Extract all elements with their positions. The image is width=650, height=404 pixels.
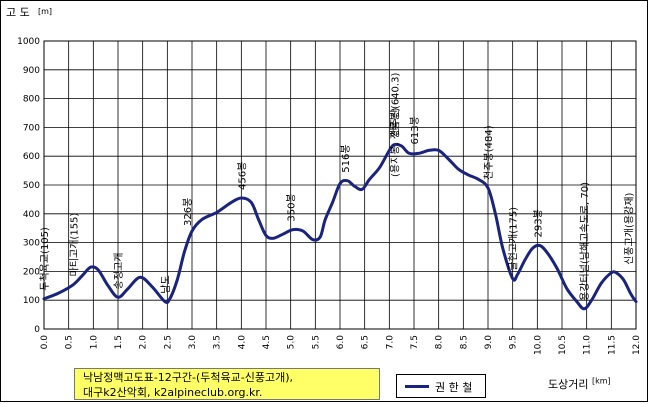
peak-annotation: (용지봉, 정룡봉): [389, 108, 401, 177]
y-tick-label: 900: [23, 66, 40, 76]
x-tick-label: 5.5: [311, 335, 321, 349]
x-tick-label: 1.0: [89, 335, 99, 350]
y-tick-label: 400: [23, 210, 40, 220]
y-tick-label: 500: [23, 181, 40, 191]
x-tick-label: 6.0: [336, 335, 346, 350]
y-tick-label: 800: [23, 95, 40, 105]
peak-annotation: 456봉: [236, 162, 248, 190]
peak-annotation: 송정고개: [113, 253, 125, 290]
x-tick-label: 0.5: [65, 335, 75, 349]
x-tick-label: 2.0: [139, 335, 149, 350]
legend-label: 권 한 철: [435, 381, 473, 394]
x-tick-label: 5.0: [287, 335, 297, 350]
x-tick-label: 10.5: [558, 335, 568, 355]
x-tick-label: 7.5: [410, 335, 420, 349]
x-tick-label: 9.0: [484, 335, 494, 350]
elevation-line: [42, 142, 638, 311]
chart-title-box: 낙남정맥고도표-12구간-(두척육교-신풍고개), 대구k2산악회, k2alp…: [74, 368, 380, 400]
y-tick-label: 0: [34, 325, 40, 335]
y-axis-unit: [m]: [38, 7, 52, 16]
x-tick-label: 1.5: [114, 335, 124, 349]
x-tick-label: 12.0: [632, 335, 642, 355]
x-tick-label: 11.5: [607, 335, 617, 355]
x-tick-label: 4.0: [237, 335, 247, 350]
peak-annotation: 천주산(640.3): [389, 73, 401, 137]
x-tick-label: 3.5: [213, 335, 223, 349]
peak-annotation: 신풍고개(용강재): [624, 193, 636, 265]
x-axis-unit: [km]: [591, 376, 611, 386]
y-tick-label: 200: [23, 267, 40, 277]
x-axis-title: 도상거리 [km]: [548, 376, 611, 392]
y-tick-label: 100: [23, 296, 40, 306]
peak-annotation: 용강터널(남해고속도로, 70): [578, 182, 591, 301]
peak-annotation: 326봉: [182, 198, 194, 226]
y-tick-label: 600: [23, 152, 40, 162]
x-tick-label: 0.0: [40, 335, 50, 350]
chart-title-line2: 대구k2산악회, k2alpineclub.org.kr.: [83, 386, 263, 399]
x-tick-label: 8.5: [459, 335, 469, 349]
y-tick-labels: 0 100 200 300 400 500 600 700 800 900 1000: [17, 37, 40, 335]
peak-annotation: 516봉: [340, 144, 352, 172]
x-tick-labels: 0.0 0.5 1.0 1.5 2.0 2.5 3.0 3.5 4.0 4.5 5.0 5.5 6.0 6…: [40, 335, 642, 355]
peak-annotation: 613봉: [409, 116, 421, 144]
legend-swatch: [405, 385, 429, 388]
peak-annotation: 천주봉(484): [483, 125, 495, 180]
x-tick-label: 4.5: [262, 335, 272, 349]
peak-annotation: 굴현고개(175): [508, 207, 520, 271]
peak-annotation: 남도: [160, 275, 172, 293]
y-tick-label: 300: [23, 239, 40, 249]
x-tick-label: 6.5: [361, 335, 371, 349]
x-tick-label: 3.0: [188, 335, 198, 350]
y-axis-title: 고 도: [6, 6, 30, 19]
peak-annotation: 293봉: [532, 209, 544, 237]
peak-annotation: 두척육교(105): [39, 227, 51, 291]
x-tick-label: 7.0: [385, 335, 395, 350]
x-tick-label: 10.0: [533, 335, 543, 355]
y-tick-label: 700: [23, 123, 40, 133]
x-tick-label: 2.5: [163, 335, 173, 349]
x-tick-label: 9.5: [509, 335, 519, 349]
peak-annotation: 350봉: [286, 193, 298, 221]
legend: 권 한 철: [396, 374, 486, 398]
x-tick-label: 11.0: [583, 335, 593, 355]
peak-annotation: 마티고개(155): [69, 213, 81, 277]
x-axis-label: 도상거리: [548, 378, 589, 391]
chart-title-line1: 낙남정맥고도표-12구간-(두척육교-신풍고개),: [83, 371, 294, 384]
y-tick-label: 1000: [17, 37, 40, 47]
x-tick-label: 8.0: [435, 335, 445, 350]
